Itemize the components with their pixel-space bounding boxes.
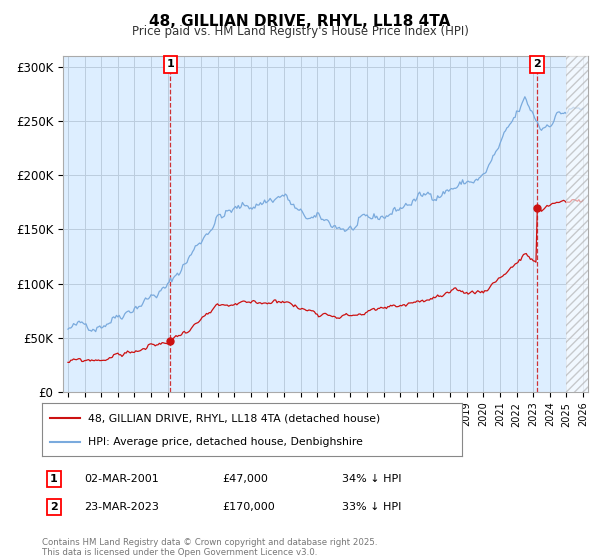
Text: 1: 1 — [167, 59, 175, 69]
Text: 48, GILLIAN DRIVE, RHYL, LL18 4TA: 48, GILLIAN DRIVE, RHYL, LL18 4TA — [149, 14, 451, 29]
Text: 1: 1 — [50, 474, 58, 484]
Text: Price paid vs. HM Land Registry's House Price Index (HPI): Price paid vs. HM Land Registry's House … — [131, 25, 469, 38]
Text: £170,000: £170,000 — [222, 502, 275, 512]
Text: 2: 2 — [533, 59, 541, 69]
Text: 02-MAR-2001: 02-MAR-2001 — [84, 474, 159, 484]
Text: Contains HM Land Registry data © Crown copyright and database right 2025.
This d: Contains HM Land Registry data © Crown c… — [42, 538, 377, 557]
Text: 23-MAR-2023: 23-MAR-2023 — [84, 502, 159, 512]
Polygon shape — [566, 56, 588, 392]
Text: HPI: Average price, detached house, Denbighshire: HPI: Average price, detached house, Denb… — [88, 436, 363, 446]
Text: 33% ↓ HPI: 33% ↓ HPI — [342, 502, 401, 512]
Text: 2: 2 — [50, 502, 58, 512]
Text: £47,000: £47,000 — [222, 474, 268, 484]
Text: 34% ↓ HPI: 34% ↓ HPI — [342, 474, 401, 484]
Text: 48, GILLIAN DRIVE, RHYL, LL18 4TA (detached house): 48, GILLIAN DRIVE, RHYL, LL18 4TA (detac… — [88, 413, 380, 423]
